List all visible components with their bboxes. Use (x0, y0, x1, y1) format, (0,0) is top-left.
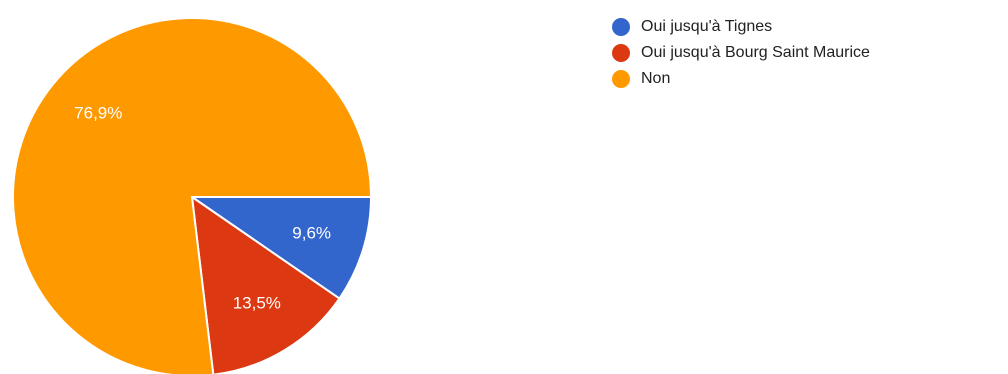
pie-slice-label-non: 76,9% (74, 103, 122, 122)
legend-label-bourg-saint-maurice: Oui jusqu'à Bourg Saint Maurice (641, 44, 870, 61)
chart-legend: Oui jusqu'à Tignes Oui jusqu'à Bourg Sai… (612, 16, 870, 94)
legend-swatch-tignes (612, 18, 630, 36)
pie-slice-label-tignes: 9,6% (292, 224, 331, 243)
pie-slice-non[interactable] (12, 17, 373, 374)
legend-item-bourg-saint-maurice[interactable]: Oui jusqu'à Bourg Saint Maurice (612, 42, 870, 64)
legend-label-non: Non (641, 70, 671, 87)
pie-slice-tignes[interactable] (188, 196, 373, 300)
pie-slice-label-bourg-saint-maurice: 13,5% (233, 294, 281, 313)
legend-swatch-non (612, 70, 630, 88)
legend-item-non[interactable]: Non (612, 68, 870, 90)
legend-item-tignes[interactable]: Oui jusqu'à Tignes (612, 16, 870, 38)
pie-slice-bourg-saint-maurice[interactable] (190, 194, 341, 374)
legend-label-tignes: Oui jusqu'à Tignes (641, 18, 773, 35)
legend-swatch-bourg-saint-maurice (612, 44, 630, 62)
